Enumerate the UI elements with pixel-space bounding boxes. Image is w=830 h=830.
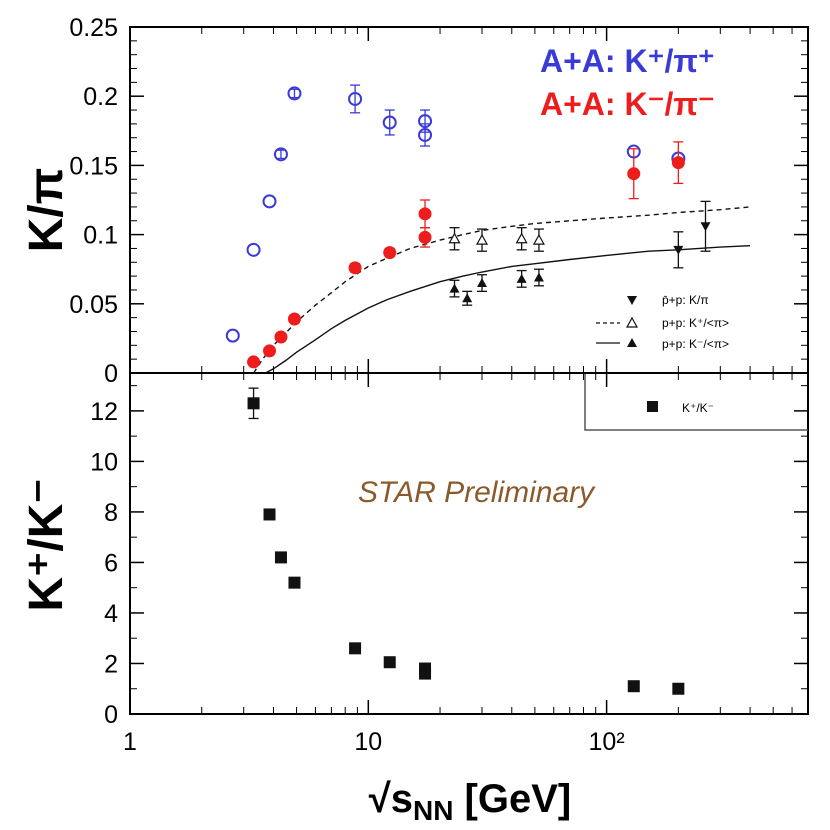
legend-kplus-kminus: K⁺/K⁻ [682,401,714,415]
x-axis-title-prefix: √s [369,777,413,821]
data-point-square [383,656,396,669]
legend-marker-triangle-filled [627,338,637,347]
x-axis-title: √sNN [GeV] [369,777,571,826]
top-y-tick-label: 0.25 [69,14,118,42]
data-point-circle-filled [671,156,685,170]
legend-marker-square [647,401,658,412]
bottom-y-tick-label: 8 [104,499,118,527]
data-point-triangle-filled [449,283,460,293]
bottom-panel-points [247,387,685,695]
data-point-square [349,642,362,655]
data-point-circle-filled [418,230,432,244]
legend-aa-kplus-piplus: A+A: K⁺/π⁺ [540,43,715,79]
bottom-y-tick-label: 0 [104,701,118,729]
data-point-triangle-down [673,245,684,255]
data-point-triangle-open [475,233,489,245]
data-point-triangle-open [532,233,545,245]
x-tick-label: 10² [589,728,625,756]
data-point-circle-filled [263,344,277,358]
data-point-circle-open [246,242,261,257]
bottom-y-tick-label: 10 [90,448,118,476]
data-point-triangle-filled [462,293,473,303]
top-y-axis-title: K/π [20,168,73,253]
top-y-tick-label: 0.2 [83,83,118,111]
data-point-circle-filled [287,312,301,326]
data-point-square [263,508,276,521]
legend-box [584,374,808,431]
data-point-triangle-filled [516,273,527,283]
data-point-triangle-filled [477,278,488,288]
data-point-circle-open [273,147,288,162]
legend-pp-kplus-pi: p+p: K⁺/<π> [662,316,729,330]
top-y-tick-label: 0.15 [69,152,118,180]
x-tick-label: 10 [354,728,382,756]
data-point-circle-filled [383,246,397,260]
data-point-circle-filled [247,355,261,369]
data-point-square [288,576,301,589]
bottom-y-tick-label: 2 [104,650,118,678]
data-point-circle-open [287,86,302,101]
top-panel-small-legend: p̄+p: K/π p+p: K⁺/<π> p+p: K⁻/<π> [596,293,729,351]
data-point-square [274,551,287,564]
bottom-y-tick-label: 6 [104,549,118,577]
bottom-y-tick-label: 4 [104,600,118,628]
bottom-y-tick-labels: 0 2 4 6 8 10 12 [90,398,118,729]
data-point-circle-filled [274,330,288,344]
data-point-triangle-filled [533,272,544,282]
data-point-triangle-open [515,232,528,244]
bottom-panel-ticks [129,373,809,715]
data-point-square [627,680,640,693]
data-point-circle-filled [348,261,362,275]
top-panel-points [225,84,711,369]
data-point-circle-open [382,115,397,130]
data-point-circle-open [348,91,363,106]
legend-pp-kminus-pi: p+p: K⁻/<π> [662,337,729,351]
kminus-fit-curve [265,245,751,374]
top-panel-ticks [129,26,809,374]
data-point-triangle-open [448,232,461,244]
legend-aa-kminus-piminus: A+A: K⁻/π⁻ [540,86,715,122]
legend-marker-triangle-down [627,296,637,305]
top-y-tick-label: 0 [104,360,118,388]
bottom-y-axis-title: K⁺/K⁻ [20,478,73,611]
bottom-panel-legend: K⁺/K⁻ [584,374,808,431]
x-tick-label: 1 [123,728,137,756]
data-point-circle-open [225,328,240,343]
x-axis-title-subscript: NN [413,795,453,826]
x-tick-labels: 1 10 10² [123,728,625,756]
legend-marker-triangle-open [625,316,639,328]
top-y-tick-label: 0.05 [69,291,118,319]
legend-pbar-p-k-pi: p̄+p: K/π [662,293,709,307]
bottom-panel-frame [129,372,809,715]
data-point-square [247,397,260,410]
data-point-square [419,667,432,680]
data-point-circle-filled [627,167,641,181]
top-y-tick-label: 0.1 [83,222,118,250]
data-point-circle-filled [418,207,432,221]
x-axis-title-suffix: [GeV] [453,777,571,821]
star-preliminary-annotation: STAR Preliminary [358,476,596,509]
data-point-circle-open [418,127,433,142]
bottom-y-tick-label: 12 [90,398,118,426]
data-point-triangle-down [700,222,711,232]
data-point-circle-open [262,194,277,209]
data-point-square [672,682,685,695]
top-y-tick-labels: 0 0.05 0.1 0.15 0.2 0.25 [69,14,118,388]
